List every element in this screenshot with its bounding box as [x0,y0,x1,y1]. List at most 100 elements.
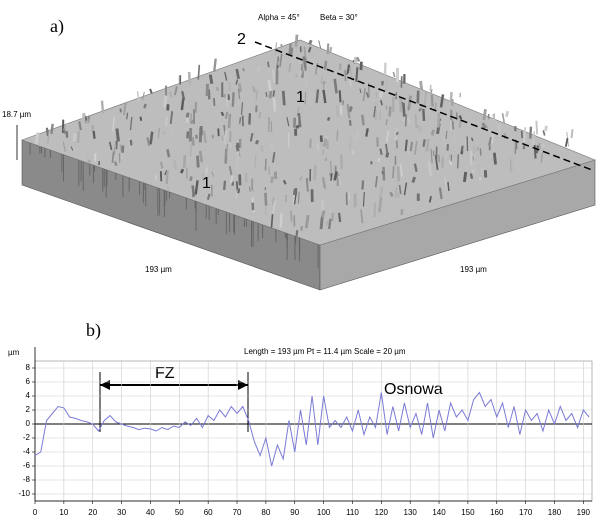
texture-spike [321,76,322,83]
texture-spike [300,71,301,75]
texture-spike [325,61,326,70]
texture-spike [258,67,259,71]
texture-spike [228,94,229,100]
texture-spike [271,145,272,148]
texture-spike [94,131,95,139]
texture-spike [463,145,464,151]
texture-spike [170,92,171,97]
texture-spike [238,188,239,193]
texture-spike [357,57,359,61]
figure: a) Alpha = 45° Beta = 30° 18.7 µm 193 µm… [0,0,602,523]
texture-spike [421,154,423,157]
texture-spike [380,187,382,199]
texture-spike [210,75,211,84]
texture-spike [335,171,337,180]
view-angle: Beta = 30° [320,13,358,22]
texture-spike [432,130,433,136]
texture-spike [366,128,367,136]
texture-spike [530,127,531,139]
texture-spike [356,67,357,82]
texture-spike [253,86,254,92]
texture-spike [322,211,324,218]
surface-3d [22,35,595,290]
texture-spike [294,189,295,195]
texture-spike [192,98,193,112]
texture-spike [268,62,269,68]
texture-spike [572,129,573,138]
texture-spike [270,91,271,98]
x-tick-label: 50 [175,508,184,517]
texture-spike [379,198,381,212]
texture-spike [465,138,466,147]
texture-spike [398,192,399,198]
panel-label: a) [50,16,64,37]
texture-spike [181,169,183,173]
texture-spike [350,120,351,126]
texture-spike [236,158,237,170]
texture-spike [479,165,480,177]
texture-spike [483,123,484,128]
texture-spike [416,115,417,128]
texture-spike [273,90,274,96]
x-label: 193 µm [145,265,172,274]
panel-label: b) [86,320,101,341]
texture-spike [448,182,449,191]
texture-spike [535,145,536,159]
texture-spike [543,130,544,135]
texture-spike [330,209,331,212]
texture-spike [471,173,472,178]
annotation: Osnowa [384,381,443,398]
texture-spike [347,65,349,75]
texture-spike [310,40,311,44]
texture-spike [400,98,401,112]
texture-spike [381,100,382,105]
texture-spike [357,131,359,140]
y-tick-label: -2 [23,433,31,442]
texture-spike [371,161,372,164]
texture-spike [167,149,169,157]
texture-spike [165,96,166,106]
x-tick-label: 0 [33,508,38,517]
texture-spike [429,162,431,176]
y-tick-label: 8 [26,363,31,372]
texture-spike [79,121,81,130]
texture-spike [274,98,275,112]
texture-spike [222,112,224,116]
texture-spike [324,138,326,146]
x-tick-label: 10 [59,508,68,517]
texture-spike [161,162,163,169]
chart-title: Length = 193 µm Pt = 11.4 µm Scale = 20 … [244,347,406,356]
texture-spike [289,44,290,55]
x-tick-label: 130 [404,508,418,517]
texture-spike [524,127,525,142]
texture-spike [473,170,474,173]
texture-spike [317,89,318,102]
texture-spike [265,193,266,206]
x-tick-label: 70 [233,508,242,517]
texture-spike [261,146,262,152]
texture-spike [387,153,388,158]
texture-spike [256,140,257,144]
texture-spike [78,131,79,143]
texture-spike [328,44,329,54]
texture-spike [432,95,433,106]
texture-spike [140,117,141,121]
x-tick-label: 60 [204,508,213,517]
texture-spike [506,111,508,117]
texture-spike [430,196,431,202]
texture-spike [546,126,547,131]
texture-spike [86,116,87,120]
texture-spike [380,110,381,120]
y-tick-label: -4 [23,447,31,456]
texture-spike [192,120,193,124]
texture-spike [390,192,392,196]
texture-spike [340,90,341,102]
texture-spike [298,192,299,204]
texture-spike [266,92,267,97]
texture-spike [272,214,273,227]
texture-spike [114,144,115,155]
texture-spike [390,107,391,117]
x-tick-label: 120 [375,508,389,517]
texture-spike [88,116,89,120]
texture-spike [307,178,308,192]
